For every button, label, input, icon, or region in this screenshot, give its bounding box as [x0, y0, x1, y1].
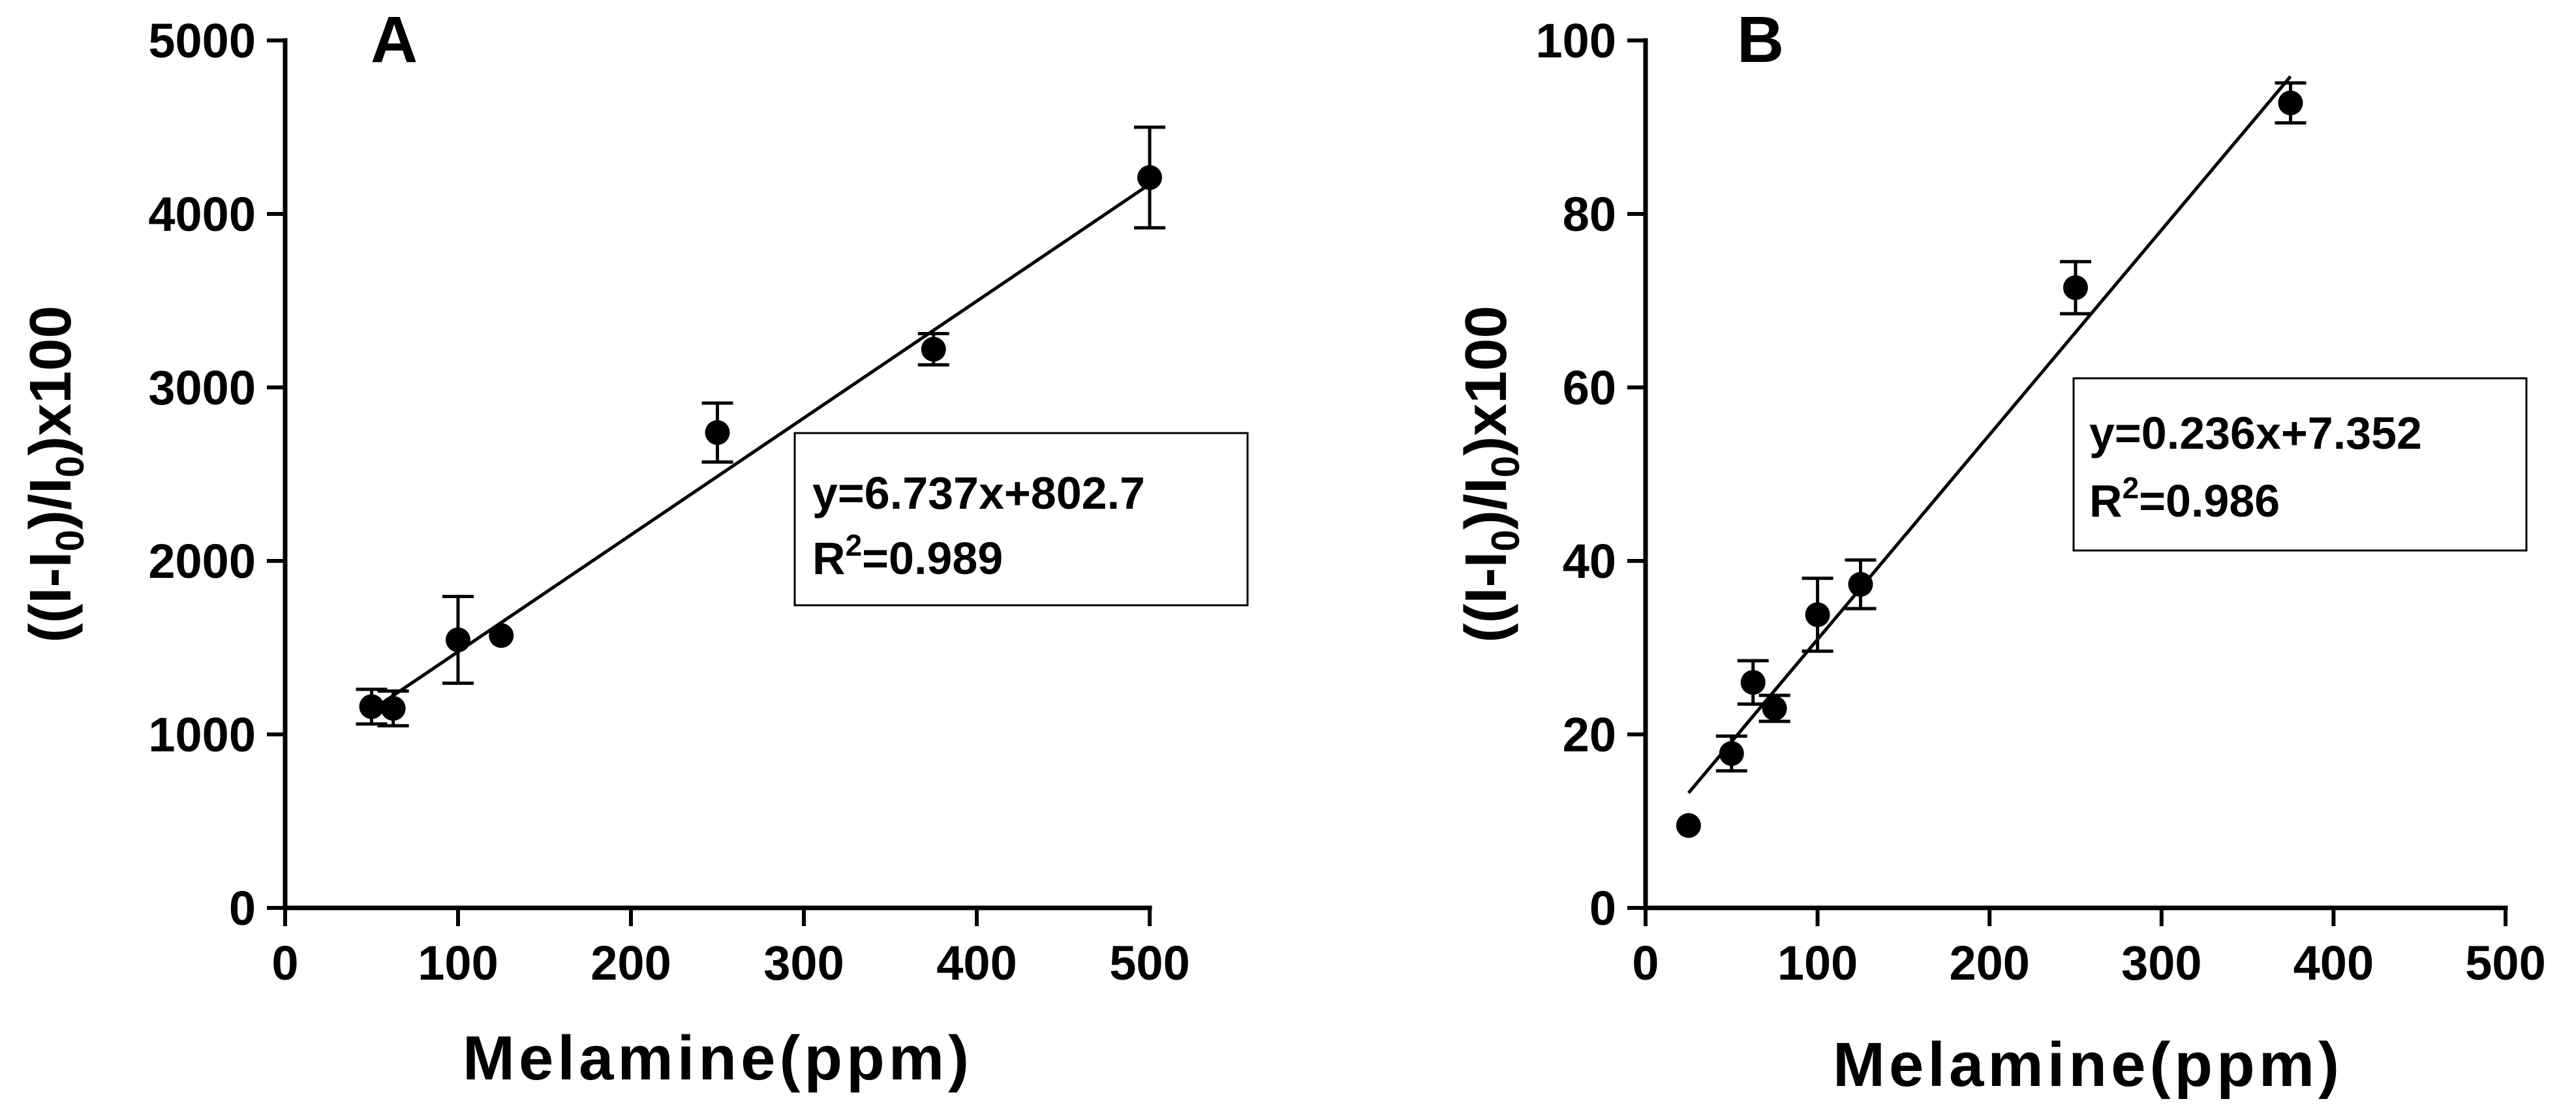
panel-b-y-tick-label: 100	[1536, 14, 1616, 68]
panel-b-axes	[1643, 38, 2508, 911]
panel-b-x-axis-title: Melamine(ppm)	[1833, 1030, 2343, 1100]
panel-a-y-tick-label: 2000	[148, 534, 256, 588]
panel-a-data-point	[359, 694, 384, 719]
panel-b-y-axis-title: ((I-I0)/I0)x100	[1454, 306, 1527, 643]
panel-a-data-point	[921, 337, 946, 362]
panel-b-marks	[1676, 75, 2307, 838]
panel-a-x-tick-label: 200	[590, 936, 671, 990]
panel-b-y-tick-label: 20	[1563, 708, 1616, 762]
panel-b-x-tick-label: 0	[1632, 936, 1659, 990]
panel-a-equation-box: y=6.737x+802.7 R2=0.989	[793, 432, 1249, 607]
panel-a-data-point	[705, 420, 730, 445]
panel-a-marks	[356, 125, 1165, 728]
panel-b-x-tick-label: 200	[1949, 936, 2029, 990]
panel-b-data-point	[1740, 670, 1766, 695]
panel-a-y-tick-label: 0	[229, 881, 256, 935]
panel-b-data-point	[2278, 90, 2303, 115]
panel-a-y-tick-label: 3000	[148, 361, 256, 415]
panel-a-x-tick-label: 500	[1109, 936, 1189, 990]
panel-b-data-point	[1805, 602, 1830, 627]
panel-b-y-tick-label: 60	[1563, 361, 1616, 415]
panel-b-y-tick-label: 0	[1589, 881, 1616, 935]
panel-b-y-tick-label: 80	[1563, 187, 1616, 241]
panel-b-data-point	[1676, 813, 1701, 838]
panel-a: A 0 100 200 300 400 500010002000300040005000 …	[18, 3, 1249, 1093]
panel-b-fit-line	[1687, 75, 2292, 794]
panel-a-y-tick-label: 1000	[148, 708, 256, 762]
panel-a-data-point	[446, 627, 470, 653]
panel-b-equation: y=0.236x+7.352	[2089, 408, 2422, 459]
panel-a-x-axis-title: Melamine(ppm)	[463, 1023, 973, 1093]
panel-b-data-point	[2063, 275, 2088, 301]
panel-a-x-tick-label: 300	[763, 936, 844, 990]
panel-b-x-tick-label: 300	[2121, 936, 2201, 990]
panel-a-y-tick-label: 5000	[148, 14, 256, 68]
panel-b-data-point	[1762, 696, 1787, 721]
panel-a-r-squared: R2=0.989	[812, 528, 1003, 584]
panel-b: B 0 100 200 300 400 500 0 20 40 60 80 100 Melamine(…	[1454, 3, 2546, 1100]
panel-a-x-tick-label: 0	[271, 936, 298, 990]
panel-a-label: A	[371, 3, 418, 76]
panel-a-y-axis-title: ((I-I0)/I0)x100	[18, 306, 92, 643]
panel-a-x-tick-label: 400	[936, 936, 1017, 990]
panel-b-data-point	[1719, 741, 1744, 766]
panel-a-y-tick-label: 4000	[148, 187, 256, 241]
panel-b-r-squared: R2=0.986	[2089, 471, 2280, 526]
panel-b-x-tick-label: 100	[1777, 936, 1858, 990]
panel-b-ticks: 0 100 200 300 400 500 0 20 40 60 80 100	[1536, 14, 2546, 990]
panel-b-equation-box: y=0.236x+7.352 R2=0.986	[2072, 377, 2528, 552]
panel-a-x-tick-label: 100	[418, 936, 498, 990]
panel-a-data-point	[489, 623, 514, 648]
panel-b-x-tick-label: 400	[2293, 936, 2374, 990]
panel-b-x-tick-label: 500	[2465, 936, 2545, 990]
panel-b-label: B	[1737, 3, 1784, 76]
panel-a-data-point	[380, 696, 406, 721]
panel-b-data-point	[1848, 571, 1873, 597]
panel-a-fit-line	[371, 183, 1151, 712]
panel-a-equation: y=6.737x+802.7	[812, 468, 1145, 519]
panel-a-data-point	[1137, 165, 1162, 190]
panel-b-y-tick-label: 40	[1563, 534, 1616, 588]
